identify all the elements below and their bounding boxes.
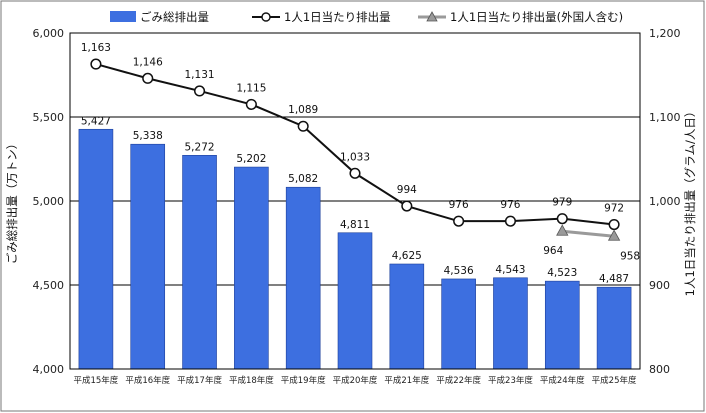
bar-value-label: 4,523	[547, 267, 577, 279]
line-value-label: 1,146	[133, 56, 163, 68]
left-axis-tick-label: 5,000	[33, 195, 65, 208]
bar	[441, 278, 476, 370]
x-axis-category-label: 平成18年度	[229, 375, 274, 386]
bar-value-label: 5,272	[185, 141, 215, 153]
bar	[234, 166, 269, 370]
line2-series-path	[562, 229, 615, 238]
bar	[78, 128, 114, 370]
line-point-marker	[401, 200, 413, 212]
data-labels: 5,427 5,338 5,272 5,202 5,082 4,811 4,625 4,536…	[81, 42, 640, 285]
right-axis-tick-label: 1,000	[649, 195, 681, 208]
line-point-marker	[556, 213, 568, 225]
right-axis-tick-label: 1,200	[649, 27, 681, 40]
plot-area	[69, 32, 641, 370]
bar	[285, 186, 321, 370]
line-point-marker	[608, 218, 620, 231]
x-axis-categories: 平成15年度 平成16年度 平成17年度 平成18年度 平成19年度 平成20年度 平成21…	[73, 375, 636, 386]
line-value-label: 1,115	[236, 82, 266, 94]
right-axis-tick-label: 800	[649, 363, 670, 376]
bar-value-label: 4,536	[444, 265, 474, 277]
bar	[493, 277, 528, 370]
x-axis-category-label: 平成23年度	[488, 375, 533, 386]
x-axis-category-label: 平成22年度	[436, 375, 481, 386]
x-axis-category-label: 平成25年度	[592, 375, 637, 386]
bar	[182, 155, 217, 370]
left-axis-tick-label: 4,000	[33, 363, 65, 376]
line-point-marker	[90, 58, 102, 70]
left-axis-title: ごみ総排出量（万トン）	[5, 138, 19, 265]
bar	[544, 280, 580, 370]
bar	[337, 232, 373, 370]
legend-label-line2: 1人1日当たり排出量(外国人含む)	[450, 10, 623, 24]
bar-value-label: 4,487	[599, 273, 629, 285]
left-axis-tick-label: 5,500	[33, 111, 65, 124]
right-axis-ticks: 800 900 1,000 1,100 1,200	[649, 27, 681, 376]
legend: ごみ総排出量 1人1日当たり排出量 1人1日当たり排出量(外国人含む)	[110, 10, 623, 24]
x-axis-category-label: 平成15年度	[73, 375, 118, 386]
line-value-label: 1,033	[340, 151, 370, 163]
left-axis-tick-label: 4,500	[33, 279, 65, 292]
left-axis-ticks: 4,000 4,500 5,000 5,500 6,000	[33, 27, 65, 376]
line-series	[90, 58, 621, 241]
line-point-marker	[453, 215, 465, 227]
line2-point-marker	[607, 229, 621, 241]
bar-value-label: 5,202	[236, 153, 266, 165]
legend-bar-swatch	[110, 11, 136, 22]
bar-series	[78, 128, 632, 370]
bar	[130, 143, 166, 370]
line-point-marker	[142, 72, 154, 84]
line-value-label: 972	[604, 203, 624, 215]
x-axis-category-label: 平成21年度	[384, 375, 429, 386]
right-axis-tick-label: 1,100	[649, 111, 681, 124]
legend-triangle-marker	[426, 11, 438, 22]
bar-value-label: 4,625	[392, 250, 422, 262]
x-axis-category-label: 平成24年度	[540, 375, 585, 386]
line-value-label: 976	[449, 199, 469, 211]
legend-label-line: 1人1日当たり排出量	[284, 10, 391, 24]
x-axis-category-label: 平成17年度	[177, 375, 222, 386]
bar	[596, 286, 632, 370]
line-point-marker	[504, 215, 517, 227]
legend-circle-marker	[261, 12, 271, 22]
line2-point-marker	[556, 224, 569, 236]
x-axis-category-label: 平成19年度	[281, 375, 326, 386]
line-value-label: 1,131	[185, 69, 215, 81]
right-axis-tick-label: 900	[649, 279, 670, 292]
left-axis-tick-label: 6,000	[33, 27, 65, 40]
line-value-label: 1,089	[288, 104, 318, 116]
bar-value-label: 4,811	[340, 219, 370, 231]
line2-value-label: 964	[543, 245, 563, 257]
line2-value-label: 958	[620, 250, 640, 262]
bar-value-label: 5,338	[133, 130, 163, 142]
line-point-marker	[193, 85, 206, 97]
line-value-label: 979	[552, 197, 572, 209]
bar-value-label: 5,427	[81, 115, 111, 127]
x-axis-category-label: 平成20年度	[333, 375, 378, 386]
bar-value-label: 5,082	[288, 173, 318, 185]
bar	[389, 263, 425, 370]
line-point-marker	[349, 167, 361, 179]
line-value-label: 976	[500, 199, 520, 211]
right-axis-title: 1人1日当たり排出量（グラム/人日）	[683, 106, 697, 297]
line-value-label: 1,163	[81, 42, 111, 54]
line-value-label: 994	[397, 184, 417, 196]
x-axis-category-label: 平成16年度	[125, 375, 170, 386]
legend-label-bar: ごみ総排出量	[140, 10, 209, 24]
line-point-marker	[297, 120, 309, 132]
bar-value-label: 4,543	[495, 264, 525, 276]
line-point-marker	[245, 98, 257, 110]
